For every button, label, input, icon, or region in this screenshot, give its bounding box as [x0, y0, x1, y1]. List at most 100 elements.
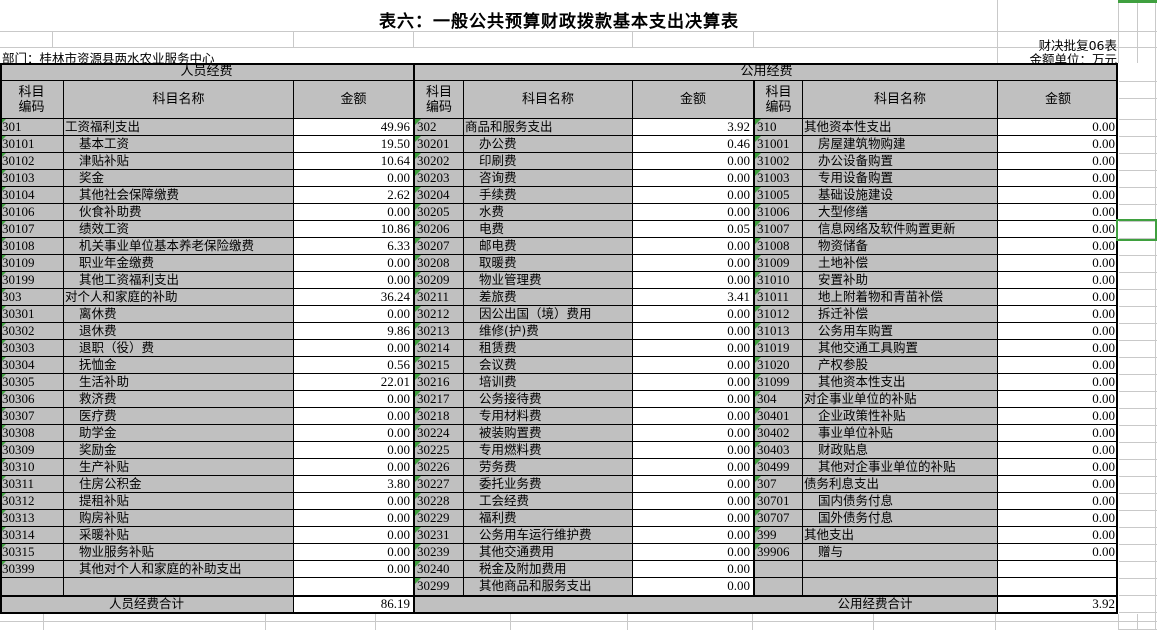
subject-code-cell[interactable]: 30215	[413, 357, 463, 374]
header-subject-code[interactable]: 科目 编码	[0, 81, 63, 119]
subject-name-cell[interactable]: 机关事业单位基本养老保险缴费	[63, 238, 293, 255]
subject-name-cell[interactable]	[802, 561, 997, 578]
personnel-total-amount[interactable]: 86.19	[293, 595, 413, 612]
subject-name-cell[interactable]: 物资储备	[802, 238, 997, 255]
totals-filler-cell[interactable]	[413, 595, 753, 612]
amount-cell[interactable]: 0.00	[997, 374, 1118, 391]
subject-code-cell[interactable]: 30203	[413, 170, 463, 187]
subject-code-cell[interactable]: 310	[753, 119, 802, 136]
subject-code-cell[interactable]: 30310	[0, 459, 63, 476]
subject-name-cell[interactable]: 工资福利支出	[63, 119, 293, 136]
subject-name-cell[interactable]: 公务接待费	[463, 391, 632, 408]
amount-cell[interactable]: 0.00	[997, 408, 1118, 425]
amount-cell[interactable]: 0.00	[632, 357, 753, 374]
subject-code-cell[interactable]: 30214	[413, 340, 463, 357]
subject-name-cell[interactable]: 印刷费	[463, 153, 632, 170]
amount-cell[interactable]: 10.86	[293, 221, 413, 238]
amount-cell[interactable]: 0.00	[632, 510, 753, 527]
subject-name-cell[interactable]: 大型修缮	[802, 204, 997, 221]
subject-name-cell[interactable]: 国内债务付息	[802, 493, 997, 510]
subject-name-cell[interactable]: 其他工资福利支出	[63, 272, 293, 289]
amount-cell[interactable]: 0.00	[632, 255, 753, 272]
subject-code-cell[interactable]: 30101	[0, 136, 63, 153]
amount-cell[interactable]: 0.00	[632, 544, 753, 561]
subject-code-cell[interactable]: 30224	[413, 425, 463, 442]
subject-name-cell[interactable]: 其他商品和服务支出	[463, 578, 632, 595]
amount-cell[interactable]: 0.00	[997, 357, 1118, 374]
subject-name-cell[interactable]: 采暖补贴	[63, 527, 293, 544]
header-amount[interactable]: 金额	[632, 81, 753, 119]
subject-code-cell[interactable]: 302	[413, 119, 463, 136]
subject-name-cell[interactable]: 提租补贴	[63, 493, 293, 510]
subject-code-cell[interactable]: 31005	[753, 187, 802, 204]
amount-cell[interactable]: 10.64	[293, 153, 413, 170]
subject-name-cell[interactable]: 其他交通工具购置	[802, 340, 997, 357]
subject-code-cell[interactable]: 30403	[753, 442, 802, 459]
subject-code-cell[interactable]: 30104	[0, 187, 63, 204]
subject-name-cell[interactable]: 企业政策性补贴	[802, 408, 997, 425]
subject-name-cell[interactable]: 安置补助	[802, 272, 997, 289]
header-amount[interactable]: 金额	[293, 81, 413, 119]
subject-name-cell[interactable]: 被装购置费	[463, 425, 632, 442]
subject-name-cell[interactable]: 对企事业单位的补贴	[802, 391, 997, 408]
subject-code-cell[interactable]: 399	[753, 527, 802, 544]
subject-code-cell[interactable]: 31019	[753, 340, 802, 357]
subject-code-cell[interactable]: 31010	[753, 272, 802, 289]
personnel-total-label[interactable]: 人员经费合计	[0, 595, 293, 612]
subject-name-cell[interactable]: 咨询费	[463, 170, 632, 187]
subject-code-cell[interactable]: 30205	[413, 204, 463, 221]
subject-code-cell[interactable]: 30239	[413, 544, 463, 561]
subject-name-cell[interactable]: 绩效工资	[63, 221, 293, 238]
amount-cell[interactable]: 0.00	[293, 544, 413, 561]
amount-cell[interactable]	[997, 561, 1118, 578]
subject-code-cell[interactable]: 30311	[0, 476, 63, 493]
amount-cell[interactable]: 0.00	[997, 493, 1118, 510]
amount-cell[interactable]: 0.00	[997, 119, 1118, 136]
subject-name-cell[interactable]: 取暖费	[463, 255, 632, 272]
amount-cell[interactable]: 0.00	[632, 374, 753, 391]
group-header-public[interactable]: 公用经费	[413, 64, 1118, 81]
subject-name-cell[interactable]: 其他对企事业单位的补贴	[802, 459, 997, 476]
subject-name-cell[interactable]: 救济费	[63, 391, 293, 408]
subject-name-cell[interactable]: 培训费	[463, 374, 632, 391]
subject-name-cell[interactable]: 助学金	[63, 425, 293, 442]
subject-name-cell[interactable]: 地上附着物和青苗补偿	[802, 289, 997, 306]
amount-cell[interactable]: 0.00	[293, 391, 413, 408]
subject-name-cell[interactable]: 房屋建筑物购建	[802, 136, 997, 153]
subject-code-cell[interactable]: 31099	[753, 374, 802, 391]
subject-name-cell[interactable]: 津贴补贴	[63, 153, 293, 170]
subject-name-cell[interactable]: 租赁费	[463, 340, 632, 357]
amount-cell[interactable]: 22.01	[293, 374, 413, 391]
amount-cell[interactable]: 0.00	[632, 493, 753, 510]
amount-cell[interactable]: 0.00	[632, 442, 753, 459]
subject-code-cell[interactable]: 30217	[413, 391, 463, 408]
subject-code-cell[interactable]: 30231	[413, 527, 463, 544]
amount-cell[interactable]: 9.86	[293, 323, 413, 340]
amount-cell[interactable]: 0.00	[632, 306, 753, 323]
subject-code-cell[interactable]: 30306	[0, 391, 63, 408]
subject-name-cell[interactable]: 工会经费	[463, 493, 632, 510]
subject-code-cell[interactable]: 30314	[0, 527, 63, 544]
header-subject-code[interactable]: 科目 编码	[413, 81, 463, 119]
amount-cell[interactable]: 0.00	[293, 561, 413, 578]
subject-code-cell[interactable]: 31007	[753, 221, 802, 238]
subject-name-cell[interactable]: 邮电费	[463, 238, 632, 255]
amount-cell[interactable]: 0.00	[632, 340, 753, 357]
amount-cell[interactable]: 0.00	[293, 527, 413, 544]
amount-cell[interactable]: 0.00	[632, 425, 753, 442]
subject-name-cell[interactable]: 会议费	[463, 357, 632, 374]
subject-code-cell[interactable]: 30701	[753, 493, 802, 510]
subject-code-cell[interactable]: 30313	[0, 510, 63, 527]
subject-name-cell[interactable]: 其他对个人和家庭的补助支出	[63, 561, 293, 578]
amount-cell[interactable]: 0.00	[997, 544, 1118, 561]
amount-cell[interactable]: 0.00	[997, 442, 1118, 459]
subject-code-cell[interactable]: 30402	[753, 425, 802, 442]
subject-code-cell[interactable]: 31001	[753, 136, 802, 153]
amount-cell[interactable]: 0.00	[293, 340, 413, 357]
subject-name-cell[interactable]: 对个人和家庭的补助	[63, 289, 293, 306]
subject-code-cell[interactable]: 31020	[753, 357, 802, 374]
amount-cell[interactable]: 0.00	[632, 153, 753, 170]
subject-code-cell[interactable]: 30209	[413, 272, 463, 289]
subject-code-cell[interactable]	[753, 578, 802, 595]
amount-cell[interactable]	[293, 578, 413, 595]
